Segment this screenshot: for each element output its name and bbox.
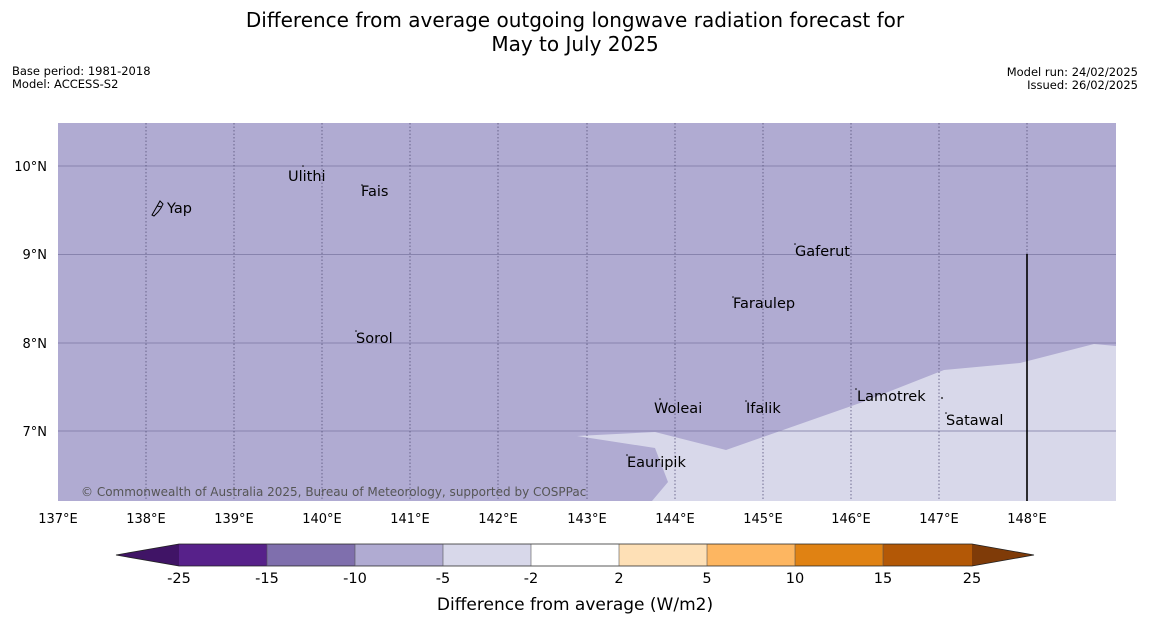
colorbar: -25 -15 -10 -5 -2 2 5 10 15 25 Differenc… (115, 543, 1035, 615)
colorbar-segment-8 (795, 544, 883, 566)
colorbar-tick: 25 (963, 571, 981, 587)
lon-tick-142e: 142°E (478, 512, 518, 527)
lat-tick-7n: 7°N (23, 425, 48, 440)
place-label-eauripik: Eauripik (627, 455, 686, 471)
title-line-1: Difference from average outgoing longwav… (245, 8, 905, 32)
lon-tick-labels: 137°E 138°E 139°E 140°E 141°E 142°E 143°… (38, 512, 1047, 527)
colorbar-segment-7 (707, 544, 795, 566)
lon-tick-143e: 143°E (567, 512, 607, 527)
colorbar-tick: 2 (614, 571, 623, 587)
colorbar-title: Difference from average (W/m2) (437, 595, 713, 615)
colorbar-outline (115, 543, 1035, 567)
colorbar-extend-low (116, 544, 179, 566)
colorbar-segment-2 (267, 544, 355, 566)
map-title: Difference from average outgoing longwav… (0, 8, 1150, 56)
colorbar-tick: -15 (255, 571, 279, 587)
place-label-sorol: Sorol (356, 331, 393, 347)
lon-tick-139e: 139°E (214, 512, 254, 527)
place-label-fais: Fais (361, 184, 388, 200)
lon-tick-148e: 148°E (1007, 512, 1047, 527)
place-label-gaferut: Gaferut (795, 244, 850, 260)
lat-tick-9n: 9°N (23, 248, 48, 263)
place-label-faraulep: Faraulep (733, 296, 795, 312)
anomaly-region-minus5 (577, 344, 1116, 501)
meta-left: Base period: 1981-2018 Model: ACCESS-S2 (12, 65, 151, 91)
place-label-yap: Yap (166, 201, 192, 217)
colorbar-extend-high (972, 544, 1034, 566)
lon-tick-144e: 144°E (655, 512, 695, 527)
lat-tick-8n: 8°N (23, 337, 48, 352)
copyright-notice: © Commonwealth of Australia 2025, Bureau… (81, 485, 586, 499)
meta-right: Model run: 24/02/2025 Issued: 26/02/2025 (1007, 66, 1138, 92)
lon-tick-138e: 138°E (126, 512, 166, 527)
model-run: Model run: 24/02/2025 (1006, 65, 1138, 79)
place-label-satawal: Satawal (946, 413, 1003, 429)
place-label-ifalik: Ifalik (746, 401, 781, 417)
colorbar-segment-5 (531, 544, 619, 566)
yap-island-shape (151, 200, 164, 217)
colorbar-segment-1 (179, 544, 267, 566)
lon-tick-140e: 140°E (302, 512, 342, 527)
colorbar-tick-labels: -25 -15 -10 -5 -2 2 5 10 15 25 (167, 571, 981, 587)
base-period: Base period: 1981-2018 (12, 64, 151, 78)
place-label-ulithi: Ulithi (288, 169, 326, 185)
colorbar-segment-9 (883, 544, 972, 566)
colorbar-tick: 5 (702, 571, 711, 587)
colorbar-tick: 15 (874, 571, 892, 587)
place-labels: Yap Ulithi Fais Gaferut Faraulep Sorol L… (166, 169, 1003, 471)
colorbar-tick: -5 (436, 571, 450, 587)
lon-tick-141e: 141°E (390, 512, 430, 527)
colorbar-tick: 10 (786, 571, 804, 587)
place-label-woleai: Woleai (654, 401, 702, 417)
model-name: Model: ACCESS-S2 (12, 77, 119, 91)
lat-tick-10n: 10°N (14, 160, 47, 175)
colorbar-dividers (266, 544, 884, 566)
colorbar-segment-3 (355, 544, 443, 566)
lon-tick-146e: 146°E (831, 512, 871, 527)
lon-tick-147e: 147°E (919, 512, 959, 527)
place-label-lamotrek: Lamotrek (857, 389, 926, 405)
colorbar-tick: -2 (524, 571, 538, 587)
lon-tick-145e: 145°E (743, 512, 783, 527)
lat-tick-labels: 10°N 9°N 8°N 7°N (14, 160, 47, 440)
title-line-2: May to July 2025 (491, 32, 659, 56)
issued-date: Issued: 26/02/2025 (1027, 78, 1138, 92)
colorbar-segment-4 (443, 544, 531, 566)
map-panel: Yap Ulithi Fais Gaferut Faraulep Sorol L… (58, 123, 1116, 501)
lon-tick-137e: 137°E (38, 512, 78, 527)
colorbar-tick: -25 (167, 571, 191, 587)
colorbar-tick: -10 (343, 571, 367, 587)
island-dots (302, 165, 947, 456)
colorbar-segment-6 (619, 544, 707, 566)
lon-gridlines (145, 123, 1028, 501)
